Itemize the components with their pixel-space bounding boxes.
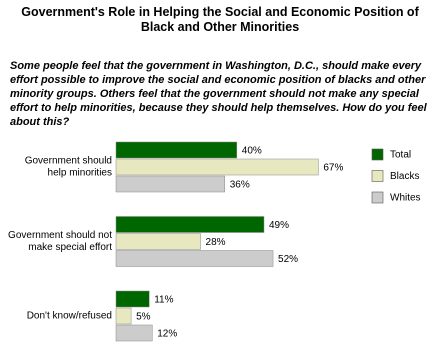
- value-label: 49%: [269, 220, 289, 231]
- legend-label: Total: [390, 150, 411, 161]
- category-label: Government should: [25, 156, 112, 167]
- value-label: 36%: [230, 180, 250, 191]
- legend-swatch: [371, 148, 384, 161]
- value-label: 12%: [157, 329, 177, 340]
- value-label: 5%: [136, 312, 151, 323]
- value-label: 52%: [278, 254, 298, 265]
- bar: [115, 290, 150, 308]
- legend-label: Blacks: [390, 171, 419, 182]
- legend-label: Whites: [390, 193, 421, 204]
- bar: [115, 141, 238, 159]
- legend-swatch: [371, 191, 384, 204]
- bar: [115, 216, 265, 233]
- category-label: help minorities: [48, 168, 112, 179]
- value-label: 67%: [323, 163, 343, 174]
- category-label: make special effort: [28, 242, 112, 253]
- legend-swatch: [371, 170, 384, 182]
- category-label: Government should not: [8, 230, 112, 241]
- bar: [115, 233, 201, 250]
- category-label: Don't know/refused: [27, 311, 112, 322]
- bar: [115, 158, 319, 176]
- value-label: 28%: [206, 237, 226, 248]
- value-label: 40%: [242, 146, 262, 157]
- value-label: 11%: [154, 295, 173, 306]
- bar: [115, 250, 274, 267]
- bar: [115, 175, 225, 193]
- chart-title: Government's Role in Helping the Social …: [21, 5, 419, 34]
- bar: [115, 324, 153, 342]
- question-text: Some people feel that the government in …: [10, 60, 427, 128]
- bar: [115, 307, 132, 325]
